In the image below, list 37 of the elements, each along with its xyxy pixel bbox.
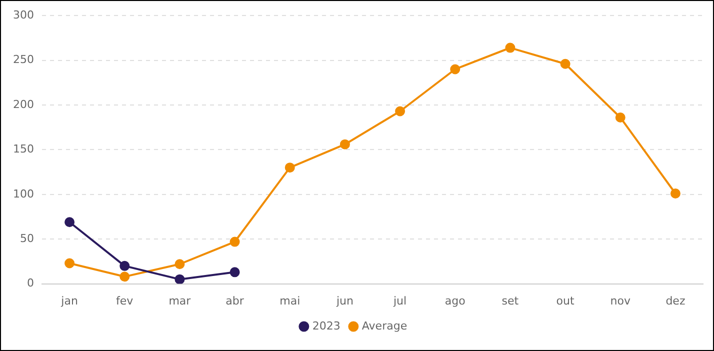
x-tick-label: fev: [116, 294, 134, 308]
x-tick-label: jul: [392, 294, 407, 308]
y-tick-label: 50: [20, 232, 34, 245]
y-tick-label: 0: [26, 276, 34, 290]
x-tick-label: set: [502, 294, 520, 308]
legend-label: Average: [362, 319, 408, 332]
point: [340, 139, 350, 150]
x-tick-label: out: [556, 294, 575, 308]
point: [174, 259, 185, 270]
y-tick-label: 300: [12, 8, 34, 22]
point: [174, 274, 185, 284]
point: [230, 236, 240, 247]
x-tick-label: ago: [444, 294, 466, 308]
point: [670, 188, 680, 199]
y-tick-label: 200: [12, 98, 34, 111]
x-tick-label: nov: [610, 294, 631, 308]
y-tick-label: 100: [12, 187, 34, 200]
x-tick-label: dez: [666, 294, 686, 308]
point: [560, 58, 570, 69]
point: [615, 112, 626, 123]
x-tick-label: jan: [60, 294, 78, 308]
x-tick-label: mar: [168, 294, 192, 308]
x-tick-label: abr: [226, 294, 244, 308]
x-tick-label: jun: [335, 294, 354, 308]
point: [64, 217, 75, 228]
point: [284, 162, 295, 173]
point: [395, 106, 406, 116]
y-tick-label: 250: [12, 53, 34, 66]
point: [120, 272, 130, 282]
point: [64, 258, 75, 268]
legend-label: 2023: [312, 319, 340, 332]
point: [120, 260, 130, 271]
y-tick-label: 150: [12, 142, 34, 156]
x-tick-label: mai: [280, 294, 300, 308]
point: [230, 267, 240, 278]
point: [450, 64, 460, 74]
point: [505, 42, 516, 53]
